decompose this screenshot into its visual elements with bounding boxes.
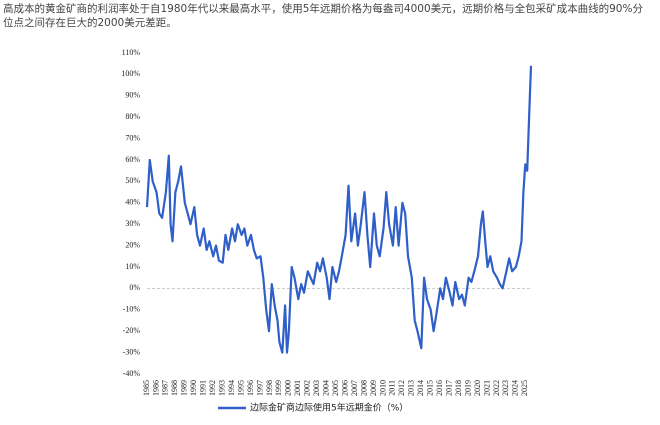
x-tick-label: 2012: [397, 380, 406, 396]
x-tick-label: 2024: [511, 380, 520, 396]
x-tick-label: 1996: [246, 380, 255, 396]
x-tick-label: 2013: [407, 380, 416, 396]
x-tick-label: 1988: [170, 380, 179, 396]
x-tick-label: 2022: [492, 380, 501, 396]
x-tick-label: 2019: [463, 380, 472, 396]
x-tick-label: 2009: [369, 380, 378, 396]
x-tick-label: 2020: [473, 380, 482, 396]
y-tick-label: -20%: [123, 326, 141, 335]
x-tick-label: 2025: [520, 380, 529, 396]
x-tick-label: 2011: [388, 380, 397, 396]
y-tick-label: 20%: [125, 240, 140, 249]
y-tick-label: -10%: [123, 305, 141, 314]
x-tick-label: 1991: [199, 380, 208, 396]
x-tick-label: 2007: [350, 380, 359, 396]
x-tick-label: 1990: [189, 380, 198, 396]
x-tick-label: 2021: [482, 380, 491, 396]
x-tick-label: 2023: [501, 380, 510, 396]
y-tick-label: 10%: [125, 262, 140, 271]
x-tick-label: 1986: [151, 380, 160, 396]
x-tick-label: 1989: [180, 380, 189, 396]
y-tick-label: 70%: [125, 133, 140, 142]
y-tick-label: -40%: [123, 369, 141, 378]
chart-title: 高成本的黄金矿商的利润率处于自1980年代以来最高水平，使用5年远期价格为每盎司…: [3, 3, 643, 29]
x-tick-label: 1995: [236, 380, 245, 396]
x-tick-label: 1987: [161, 380, 170, 396]
x-tick-label: 1992: [208, 380, 217, 396]
y-tick-label: 90%: [125, 91, 140, 100]
x-tick-label: 2018: [454, 380, 463, 396]
x-tick-label: 2006: [340, 380, 349, 396]
y-tick-label: 40%: [125, 198, 140, 207]
x-tick-label: 2015: [426, 380, 435, 396]
x-tick-label: 1999: [274, 380, 283, 396]
x-tick-label: 2000: [284, 380, 293, 396]
series-line: [145, 65, 533, 354]
x-tick-label: 2010: [378, 380, 387, 396]
x-tick-label: 2004: [322, 380, 331, 396]
y-tick-label: 0%: [129, 283, 140, 292]
x-tick-label: 1997: [255, 380, 264, 396]
x-tick-label: 1994: [227, 380, 236, 396]
x-tick-label: 2005: [331, 380, 340, 396]
x-tick-label: 1993: [217, 380, 226, 396]
x-tick-label: 2001: [293, 380, 302, 396]
x-tick-label: 2014: [416, 380, 425, 396]
y-tick-label: 110%: [122, 48, 141, 57]
y-tick-label: 80%: [125, 112, 140, 121]
x-tick-label: 2016: [435, 380, 444, 396]
legend-label: 边际金矿商边际使用5年远期金价（%）: [250, 402, 408, 414]
y-tick-label: 30%: [125, 219, 140, 228]
x-tick-label: 1985: [142, 380, 151, 396]
y-tick-label: 50%: [125, 176, 140, 185]
x-tick-label: 2017: [444, 380, 453, 396]
y-tick-label: 100%: [121, 69, 140, 78]
x-tick-label: 1998: [265, 380, 274, 396]
x-tick-label: 2008: [359, 380, 368, 396]
x-tick-label: 2003: [312, 380, 321, 396]
y-tick-label: 60%: [125, 155, 140, 164]
x-tick-label: 2002: [303, 380, 312, 396]
y-tick-label: -30%: [123, 347, 141, 356]
